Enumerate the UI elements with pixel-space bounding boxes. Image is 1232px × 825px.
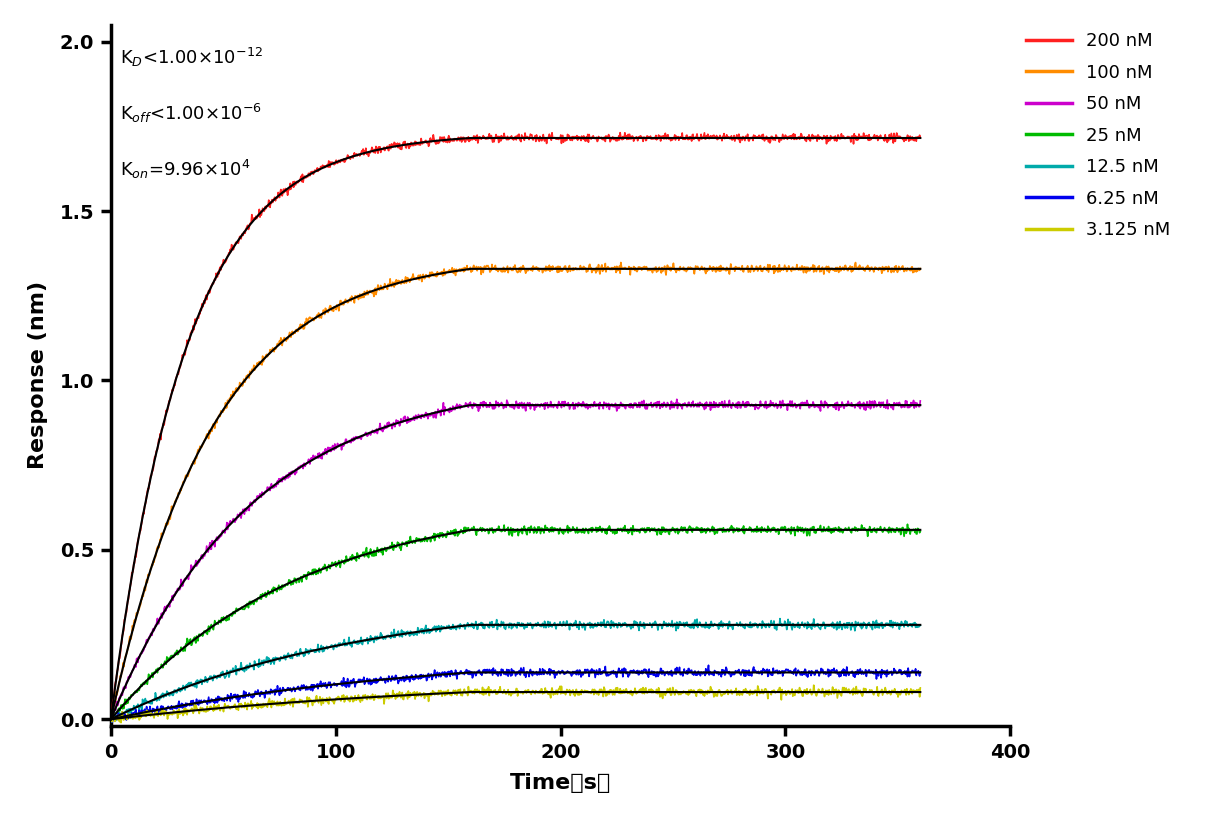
Text: K$_D$<1.00×10$^{-12}$: K$_D$<1.00×10$^{-12}$	[120, 45, 262, 69]
X-axis label: Time（s）: Time（s）	[510, 773, 611, 793]
Text: K$_{on}$=9.96×10$^{4}$: K$_{on}$=9.96×10$^{4}$	[120, 158, 250, 182]
Y-axis label: Response (nm): Response (nm)	[28, 281, 48, 469]
Text: K$_{off}$<1.00×10$^{-6}$: K$_{off}$<1.00×10$^{-6}$	[120, 102, 262, 125]
Legend: 200 nM, 100 nM, 50 nM, 25 nM, 12.5 nM, 6.25 nM, 3.125 nM: 200 nM, 100 nM, 50 nM, 25 nM, 12.5 nM, 6…	[1019, 25, 1178, 247]
